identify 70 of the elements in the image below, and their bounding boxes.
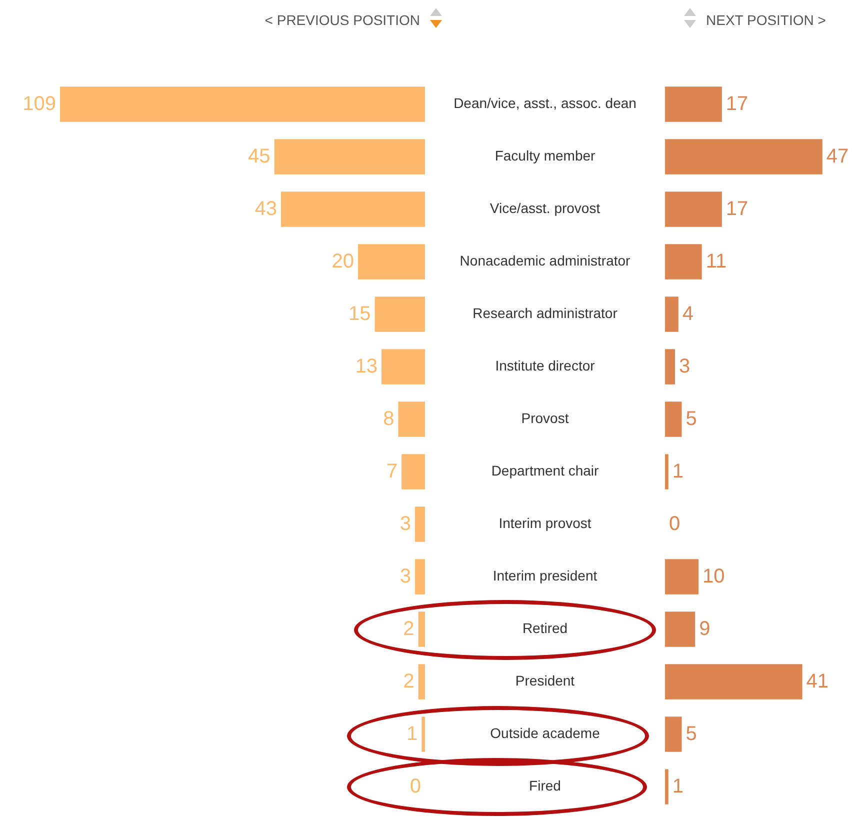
bar	[274, 139, 425, 174]
chart-title: < PREVIOUS POSITION	[264, 12, 420, 28]
data-label: 43	[254, 198, 278, 220]
bar	[665, 139, 822, 174]
data-label: 1	[406, 722, 418, 745]
bar	[665, 349, 676, 384]
data-label: 8	[383, 408, 394, 430]
data-label: 2	[403, 618, 414, 640]
y-tick-label: Institute director	[495, 358, 596, 374]
bar	[665, 192, 722, 227]
y-tick-label: President	[515, 672, 575, 689]
data-label: 0	[410, 775, 421, 798]
y-tick-label: Faculty member	[494, 148, 596, 164]
bar	[398, 402, 425, 437]
bar	[422, 716, 425, 752]
bar	[665, 559, 698, 594]
data-label: 1	[672, 460, 684, 482]
bar	[60, 86, 425, 122]
data-label: 15	[348, 302, 371, 325]
bar	[665, 664, 802, 700]
bar	[374, 296, 425, 332]
y-tick-label: Interim president	[492, 568, 598, 584]
y-tick-label: Fired	[529, 778, 561, 794]
chart-title: NEXT POSITION >	[706, 12, 826, 28]
y-tick-label: Nonacademic administrator	[460, 252, 631, 269]
bar	[665, 612, 696, 647]
data-label: 17	[726, 92, 748, 115]
data-label: 109	[22, 92, 56, 115]
bar	[418, 664, 425, 700]
bar	[414, 506, 425, 542]
data-label: 9	[699, 618, 710, 640]
data-label: 1	[672, 775, 684, 798]
bar	[665, 86, 722, 122]
y-tick-label: Department chair	[491, 462, 600, 479]
bar	[665, 402, 682, 437]
bar	[402, 454, 425, 490]
data-label: 45	[248, 145, 270, 168]
data-label: 20	[332, 250, 354, 272]
bar	[665, 454, 668, 490]
data-label: 5	[686, 722, 697, 745]
data-label: 0	[669, 512, 680, 535]
data-label: 11	[706, 250, 727, 272]
y-tick-label: Dean/vice, asst., assoc. dean	[454, 95, 636, 112]
data-label: 2	[403, 670, 414, 692]
data-label: 4	[682, 302, 694, 325]
data-label: 7	[386, 460, 398, 482]
y-tick-label: Interim provost	[498, 515, 592, 532]
bar	[381, 349, 425, 384]
data-label: 41	[806, 670, 829, 692]
bar	[665, 716, 682, 752]
y-tick-label: Retired	[522, 620, 568, 636]
bar	[414, 559, 425, 594]
data-label: 17	[726, 198, 748, 220]
y-tick-label: Vice/asst. provost	[490, 200, 600, 216]
y-tick-label: Provost	[521, 410, 569, 426]
y-tick-label: Research administrator	[472, 305, 618, 322]
data-label: 13	[355, 355, 378, 378]
data-label: 10	[702, 565, 725, 588]
data-label: 47	[826, 145, 849, 168]
bar	[665, 769, 668, 804]
data-label: 3	[400, 512, 411, 535]
bar	[418, 612, 425, 647]
bar	[665, 296, 678, 332]
bar	[358, 244, 425, 280]
data-label: 3	[400, 565, 411, 588]
bar	[281, 192, 425, 227]
bar	[665, 244, 702, 280]
y-tick-label: Outside academe	[490, 725, 600, 742]
data-label: 5	[686, 408, 697, 430]
data-label: 3	[679, 355, 690, 378]
